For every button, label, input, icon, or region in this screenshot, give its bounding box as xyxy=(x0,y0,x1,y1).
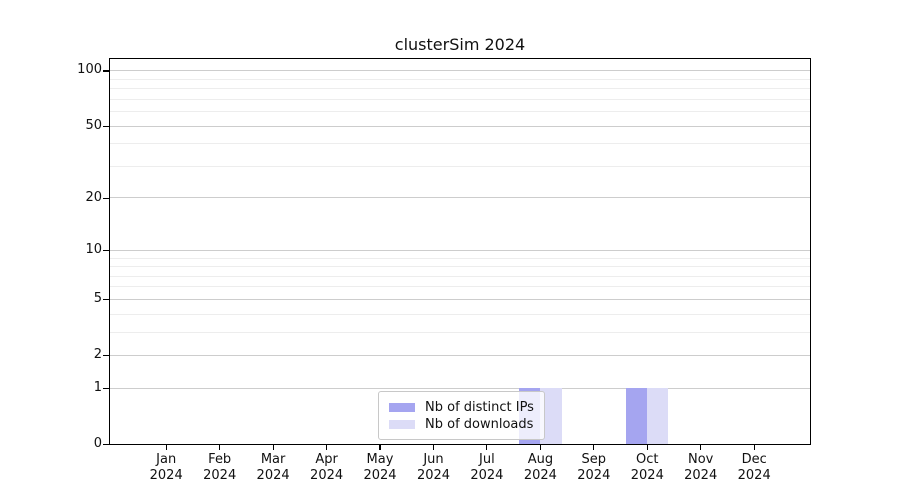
x-tick-label: Feb 2024 xyxy=(188,452,252,483)
gridline-major xyxy=(110,355,810,356)
y-axis-tick xyxy=(103,197,110,199)
gridline-major xyxy=(110,125,810,127)
gridline-major xyxy=(110,298,810,300)
gridline-minor xyxy=(110,266,810,267)
gridline-major xyxy=(110,197,810,199)
legend-entry-downloads: Nb of downloads xyxy=(389,416,544,432)
x-tick-month: Jan xyxy=(156,452,177,467)
x-tick-year: 2024 xyxy=(737,467,771,483)
x-tick-label: Jul 2024 xyxy=(455,452,519,483)
x-axis-tick xyxy=(486,445,488,451)
x-tick-month: Mar xyxy=(260,452,286,467)
x-tick-month: Jul xyxy=(479,452,495,467)
legend-label-distinct-ips: Nb of distinct IPs xyxy=(425,399,534,415)
x-tick-label: Dec 2024 xyxy=(722,452,786,483)
x-tick-month: Apr xyxy=(315,452,338,467)
gridline-minor xyxy=(110,165,810,167)
y-tick-label: 20 xyxy=(85,189,102,205)
x-tick-year: 2024 xyxy=(256,467,290,483)
x-tick-month: May xyxy=(366,452,394,467)
x-tick-year: 2024 xyxy=(684,467,718,483)
x-tick-month: Oct xyxy=(636,452,659,467)
bar-downloads-aug xyxy=(540,387,562,444)
x-tick-month: Jun xyxy=(423,452,444,467)
gridline-minor xyxy=(110,111,810,113)
y-axis-tick xyxy=(103,250,110,252)
x-tick-year: 2024 xyxy=(630,467,664,483)
x-axis-tick xyxy=(165,445,167,451)
y-tick-label: 50 xyxy=(85,117,102,133)
y-axis-tick xyxy=(103,388,110,390)
x-tick-label: Jun 2024 xyxy=(402,452,466,483)
y-axis-tick xyxy=(103,125,110,127)
x-tick-label: Aug 2024 xyxy=(508,452,572,483)
x-axis-tick xyxy=(272,445,274,451)
x-tick-month: Dec xyxy=(741,452,767,467)
gridline-major xyxy=(110,387,810,389)
legend: Nb of distinct IPs Nb of downloads xyxy=(378,391,545,440)
y-tick-label: 100 xyxy=(77,62,102,78)
gridline-minor xyxy=(110,286,810,288)
x-tick-label: Nov 2024 xyxy=(669,452,733,483)
x-axis-tick xyxy=(593,445,595,451)
x-tick-year: 2024 xyxy=(577,467,611,483)
legend-label-downloads: Nb of downloads xyxy=(425,416,534,432)
gridline-major xyxy=(110,70,810,72)
x-axis-tick xyxy=(379,445,381,451)
bar-distinct-ips-oct xyxy=(625,387,648,444)
x-tick-label: May 2024 xyxy=(348,452,412,483)
y-tick-label: 1 xyxy=(93,380,102,396)
gridline-minor xyxy=(110,275,810,277)
x-axis-tick xyxy=(432,445,435,451)
y-tick-label: 5 xyxy=(93,291,102,307)
x-tick-label: Oct 2024 xyxy=(615,452,679,483)
y-tick-label: 10 xyxy=(85,242,102,257)
plot-area xyxy=(109,58,811,445)
x-tick-label: Mar 2024 xyxy=(241,452,305,483)
x-axis-tick xyxy=(753,445,755,451)
x-tick-year: 2024 xyxy=(149,467,183,483)
x-tick-year: 2024 xyxy=(363,467,397,483)
x-tick-month: Aug xyxy=(527,452,554,467)
x-tick-year: 2024 xyxy=(203,467,237,483)
x-tick-month: Nov xyxy=(688,452,714,467)
y-axis-tick xyxy=(103,299,110,301)
gridline-minor xyxy=(110,143,810,145)
bar-downloads-oct xyxy=(647,387,669,444)
x-axis-tick xyxy=(539,445,541,451)
x-tick-year: 2024 xyxy=(470,467,504,483)
x-tick-year: 2024 xyxy=(416,467,451,483)
legend-swatch-downloads xyxy=(389,419,415,429)
y-tick-label: 0 xyxy=(93,436,102,452)
x-tick-month: Feb xyxy=(208,452,232,467)
x-axis-tick xyxy=(700,445,702,451)
gridline-minor xyxy=(110,331,810,333)
legend-entry-distinct-ips: Nb of distinct IPs xyxy=(389,399,544,415)
x-tick-label: Jan 2024 xyxy=(134,452,198,483)
x-axis-tick xyxy=(326,445,328,451)
gridline-minor xyxy=(110,98,810,100)
x-tick-label: Apr 2024 xyxy=(295,452,359,483)
gridline-minor xyxy=(110,88,810,90)
gridline-minor xyxy=(110,257,810,259)
y-tick-label: 2 xyxy=(93,347,102,363)
gridline-major xyxy=(110,249,810,251)
x-tick-year: 2024 xyxy=(523,467,557,483)
legend-swatch-distinct-ips xyxy=(389,402,415,412)
chart-title: clusterSim 2024 xyxy=(394,35,526,54)
gridline-minor xyxy=(110,78,810,80)
y-axis-tick xyxy=(103,444,110,446)
x-tick-label: Sep 2024 xyxy=(562,452,626,483)
x-axis-tick xyxy=(646,445,648,451)
x-tick-month: Sep xyxy=(581,452,607,467)
x-axis-tick xyxy=(219,445,221,451)
y-axis-tick xyxy=(103,355,110,357)
x-tick-year: 2024 xyxy=(310,467,344,483)
gridline-minor xyxy=(110,313,810,315)
y-axis-tick xyxy=(103,70,110,72)
